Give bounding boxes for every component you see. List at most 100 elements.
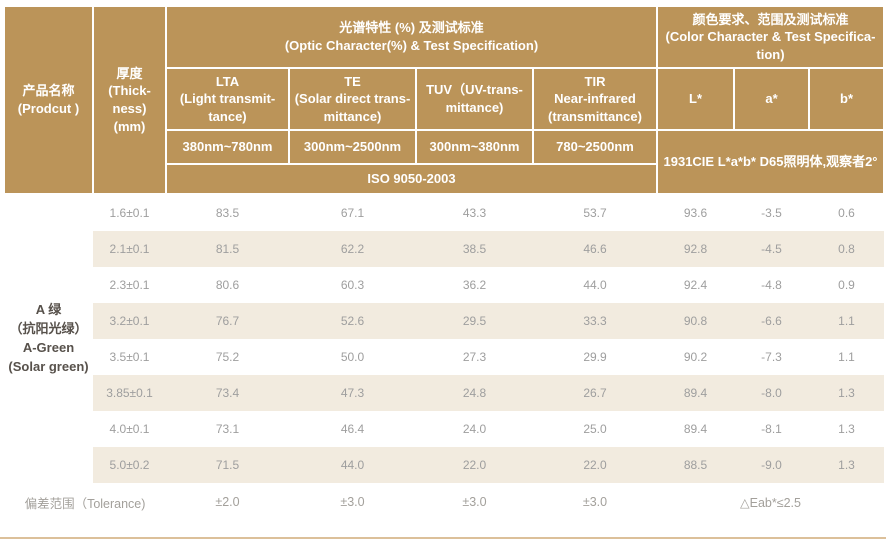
data-cell: 73.1 <box>166 411 289 447</box>
data-cell: 25.0 <box>533 411 657 447</box>
data-cell: 1.3 <box>809 411 884 447</box>
data-cell: 27.3 <box>416 339 533 375</box>
data-cell: 38.5 <box>416 231 533 267</box>
data-cell: 26.7 <box>533 375 657 411</box>
thickness-cell: 1.6±0.1 <box>93 194 166 231</box>
data-cell: -9.0 <box>734 447 809 483</box>
data-cell: 93.6 <box>657 194 734 231</box>
tolerance-lta: ±2.0 <box>166 483 289 521</box>
data-cell: 67.1 <box>289 194 416 231</box>
data-cell: 89.4 <box>657 375 734 411</box>
data-cell: 92.8 <box>657 231 734 267</box>
table-row: 3.5±0.1 75.2 50.0 27.3 29.9 90.2 -7.3 1.… <box>4 339 884 375</box>
header-color-group: 颜色要求、范围及测试标准 (Color Character & Test Spe… <box>656 5 885 69</box>
data-cell: 92.4 <box>657 267 734 303</box>
header-te: TE (Solar direct trans- mittance) <box>288 67 417 131</box>
data-cell: 88.5 <box>657 447 734 483</box>
data-cell: 22.0 <box>533 447 657 483</box>
thickness-cell: 2.1±0.1 <box>93 231 166 267</box>
table-header: 产品名称 (Prodcut ) 厚度 (Thick- ness) (mm) 光谱… <box>3 5 885 195</box>
product-name-cell: A 绿 （抗阳光绿） A-Green (Solar green) <box>4 194 93 483</box>
thickness-cell: 2.3±0.1 <box>93 267 166 303</box>
tolerance-tir: ±3.0 <box>533 483 657 521</box>
data-cell: 60.3 <box>289 267 416 303</box>
data-cell: 47.3 <box>289 375 416 411</box>
range-tuv: 300nm~380nm <box>415 129 534 165</box>
table-row: A 绿 （抗阳光绿） A-Green (Solar green) 1.6±0.1… <box>4 194 884 483</box>
table-row: 3.85±0.1 73.4 47.3 24.8 26.7 89.4 -8.0 1… <box>4 375 884 411</box>
range-lta: 380nm~780nm <box>165 129 290 165</box>
header-cie-standard: 1931CIE L*a*b* D65照明体,观察者2° <box>656 129 885 195</box>
data-cell: -4.5 <box>734 231 809 267</box>
thickness-cell: 3.5±0.1 <box>93 339 166 375</box>
header-thickness: 厚度 (Thick- ness) (mm) <box>92 5 167 195</box>
data-cell: 53.7 <box>533 194 657 231</box>
data-cell: 71.5 <box>166 447 289 483</box>
thickness-cell: 4.0±0.1 <box>93 411 166 447</box>
table-row: 2.3±0.1 80.6 60.3 36.2 44.0 92.4 -4.8 0.… <box>4 267 884 303</box>
optical-spec-table: 产品名称 (Prodcut ) 厚度 (Thick- ness) (mm) 光谱… <box>3 5 885 521</box>
header-optic-group: 光谱特性 (%) 及测试标准 (Optic Character(%) & Tes… <box>165 5 658 69</box>
data-cell: 24.8 <box>416 375 533 411</box>
data-cell: -4.8 <box>734 267 809 303</box>
header-tuv: TUV（UV-trans- mittance) <box>415 67 534 131</box>
data-cell: 29.5 <box>416 303 533 339</box>
table-row: 2.1±0.1 81.5 62.2 38.5 46.6 92.8 -4.5 0.… <box>4 231 884 267</box>
header-l-star: L* <box>656 67 735 131</box>
data-cell: 29.9 <box>533 339 657 375</box>
tolerance-row: 偏差范围（Tolerance) ±2.0 ±3.0 ±3.0 ±3.0 △Eab… <box>4 483 884 521</box>
data-cell: -8.1 <box>734 411 809 447</box>
table-body: A 绿 （抗阳光绿） A-Green (Solar green) 1.6±0.1… <box>4 194 884 483</box>
data-cell: 83.5 <box>166 194 289 231</box>
header-b-star: b* <box>808 67 885 131</box>
header-product-name: 产品名称 (Prodcut ) <box>3 5 94 195</box>
table-row: 3.2±0.1 76.7 52.6 29.5 33.3 90.8 -6.6 1.… <box>4 303 884 339</box>
data-cell: 1.3 <box>809 447 884 483</box>
data-cell: 90.2 <box>657 339 734 375</box>
data-cell: 62.2 <box>289 231 416 267</box>
header-iso-standard: ISO 9050-2003 <box>165 163 658 195</box>
range-te: 300nm~2500nm <box>288 129 417 165</box>
table-footer: 偏差范围（Tolerance) ±2.0 ±3.0 ±3.0 ±3.0 △Eab… <box>4 483 884 521</box>
tolerance-tuv: ±3.0 <box>416 483 533 521</box>
header-a-star: a* <box>733 67 810 131</box>
table-row: 4.0±0.1 73.1 46.4 24.0 25.0 89.4 -8.1 1.… <box>4 411 884 447</box>
data-cell: 44.0 <box>289 447 416 483</box>
tolerance-lab: △Eab*≤2.5 <box>657 483 884 521</box>
data-cell: 24.0 <box>416 411 533 447</box>
data-cell: 0.6 <box>809 194 884 231</box>
header-tir: TIR Near-infrared (transmittance) <box>532 67 658 131</box>
tolerance-te: ±3.0 <box>289 483 416 521</box>
bottom-divider <box>0 537 886 539</box>
thickness-cell: 3.85±0.1 <box>93 375 166 411</box>
data-cell: 43.3 <box>416 194 533 231</box>
data-cell: 89.4 <box>657 411 734 447</box>
data-cell: 90.8 <box>657 303 734 339</box>
data-cell: 33.3 <box>533 303 657 339</box>
data-cell: 81.5 <box>166 231 289 267</box>
data-cell: -6.6 <box>734 303 809 339</box>
thickness-cell: 5.0±0.2 <box>93 447 166 483</box>
data-cell: 22.0 <box>416 447 533 483</box>
thickness-cell: 3.2±0.1 <box>93 303 166 339</box>
data-cell: 1.1 <box>809 303 884 339</box>
header-lta: LTA (Light transmit- tance) <box>165 67 290 131</box>
data-cell: 76.7 <box>166 303 289 339</box>
data-cell: 36.2 <box>416 267 533 303</box>
data-cell: 44.0 <box>533 267 657 303</box>
data-cell: -3.5 <box>734 194 809 231</box>
data-cell: -7.3 <box>734 339 809 375</box>
tolerance-label: 偏差范围（Tolerance) <box>4 483 166 521</box>
data-cell: 73.4 <box>166 375 289 411</box>
data-cell: 75.2 <box>166 339 289 375</box>
data-cell: 1.1 <box>809 339 884 375</box>
data-cell: 0.9 <box>809 267 884 303</box>
data-cell: 52.6 <box>289 303 416 339</box>
data-cell: 46.6 <box>533 231 657 267</box>
data-cell: 50.0 <box>289 339 416 375</box>
range-tir: 780~2500nm <box>532 129 658 165</box>
data-cell: 0.8 <box>809 231 884 267</box>
table-row: 5.0±0.2 71.5 44.0 22.0 22.0 88.5 -9.0 1.… <box>4 447 884 483</box>
data-cell: 80.6 <box>166 267 289 303</box>
